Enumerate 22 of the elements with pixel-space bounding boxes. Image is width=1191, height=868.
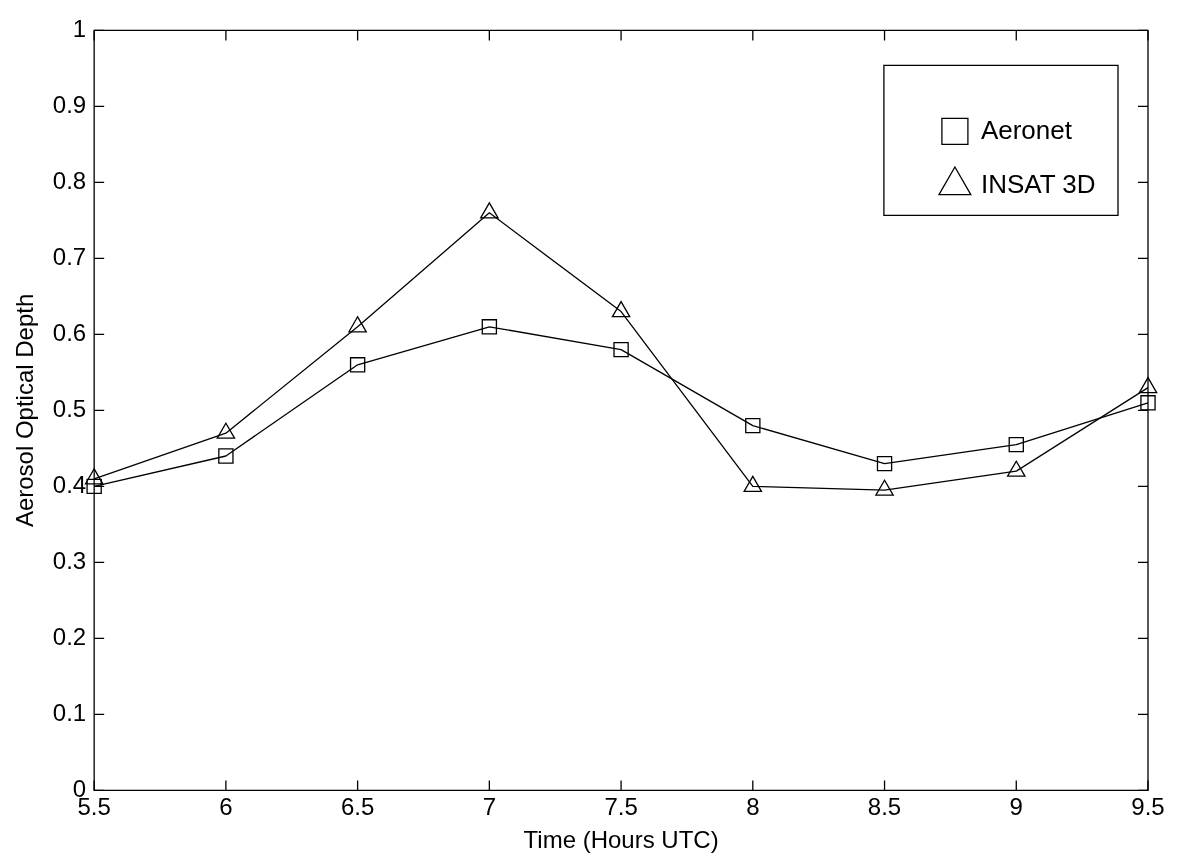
x-tick-label: 6 bbox=[219, 793, 233, 821]
x-tick-label: 7.5 bbox=[604, 793, 638, 821]
x-tick-label: 7 bbox=[482, 793, 497, 821]
y-axis-title: Aerosol Optical Depth bbox=[11, 293, 39, 528]
y-tick-label: 0.6 bbox=[52, 319, 87, 347]
y-tick-label: 0.4 bbox=[52, 471, 87, 499]
y-tick-label: 0.2 bbox=[52, 623, 87, 651]
x-tick-label: 9.5 bbox=[1131, 793, 1165, 821]
legend-label: Aeronet bbox=[980, 114, 1073, 145]
y-tick-label: 1 bbox=[72, 15, 87, 43]
y-tick-label: 0.9 bbox=[52, 91, 87, 119]
x-tick-label: 8 bbox=[746, 793, 760, 821]
y-tick-label: 0.8 bbox=[52, 167, 87, 195]
legend-label: INSAT 3D bbox=[980, 168, 1096, 199]
x-axis-title: Time (Hours UTC) bbox=[523, 826, 719, 854]
y-tick-label: 0.7 bbox=[52, 243, 87, 271]
y-tick-label: 0.3 bbox=[52, 547, 87, 575]
x-tick-label: 9 bbox=[1009, 793, 1023, 821]
y-tick-label: 0.5 bbox=[52, 395, 87, 423]
x-tick-label: 8.5 bbox=[867, 793, 902, 821]
y-tick-label: 0.1 bbox=[52, 699, 87, 727]
x-tick-label: 6.5 bbox=[340, 793, 375, 821]
